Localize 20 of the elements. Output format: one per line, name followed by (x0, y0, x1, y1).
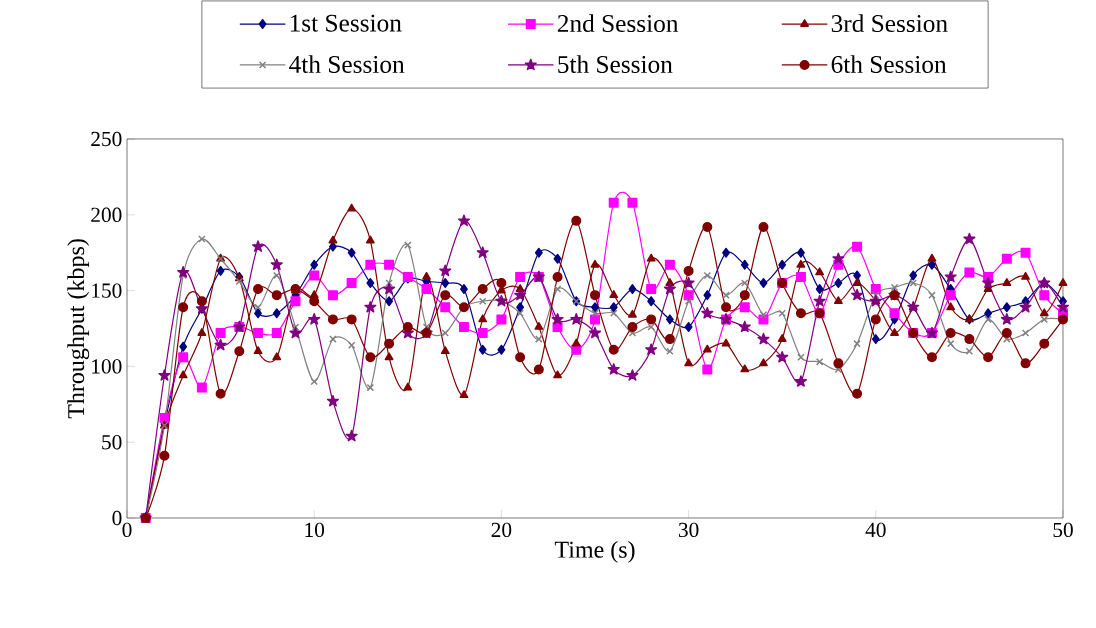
y-tick-label: 200 (91, 207, 122, 222)
x-axis-title: Time (s) (554, 540, 635, 563)
legend-label: 2nd Session (557, 14, 679, 33)
x-tick-label: 30 (678, 522, 699, 538)
y-tick-label: 50 (102, 435, 122, 450)
x-tick-label: 20 (491, 522, 512, 538)
y-tick-label: 150 (92, 283, 122, 298)
legend-label: 5th Session (558, 55, 673, 73)
x-tick-label: 40 (865, 522, 886, 538)
x-tick-label: 50 (1053, 522, 1073, 538)
legend-label: 6th Session (831, 55, 947, 73)
x-tick-label: 10 (305, 522, 325, 538)
y-axis-title: Throughput (kbps) (67, 239, 90, 419)
legend-label: 3rd Session (831, 14, 948, 33)
y-tick-label: 0 (112, 510, 122, 526)
legend-label: 1st Session (290, 14, 402, 32)
y-tick-label: 250 (91, 131, 122, 147)
y-tick-label: 100 (92, 359, 122, 374)
x-tick-label: 0 (122, 522, 132, 538)
legend-label: 4th Session (289, 55, 405, 73)
